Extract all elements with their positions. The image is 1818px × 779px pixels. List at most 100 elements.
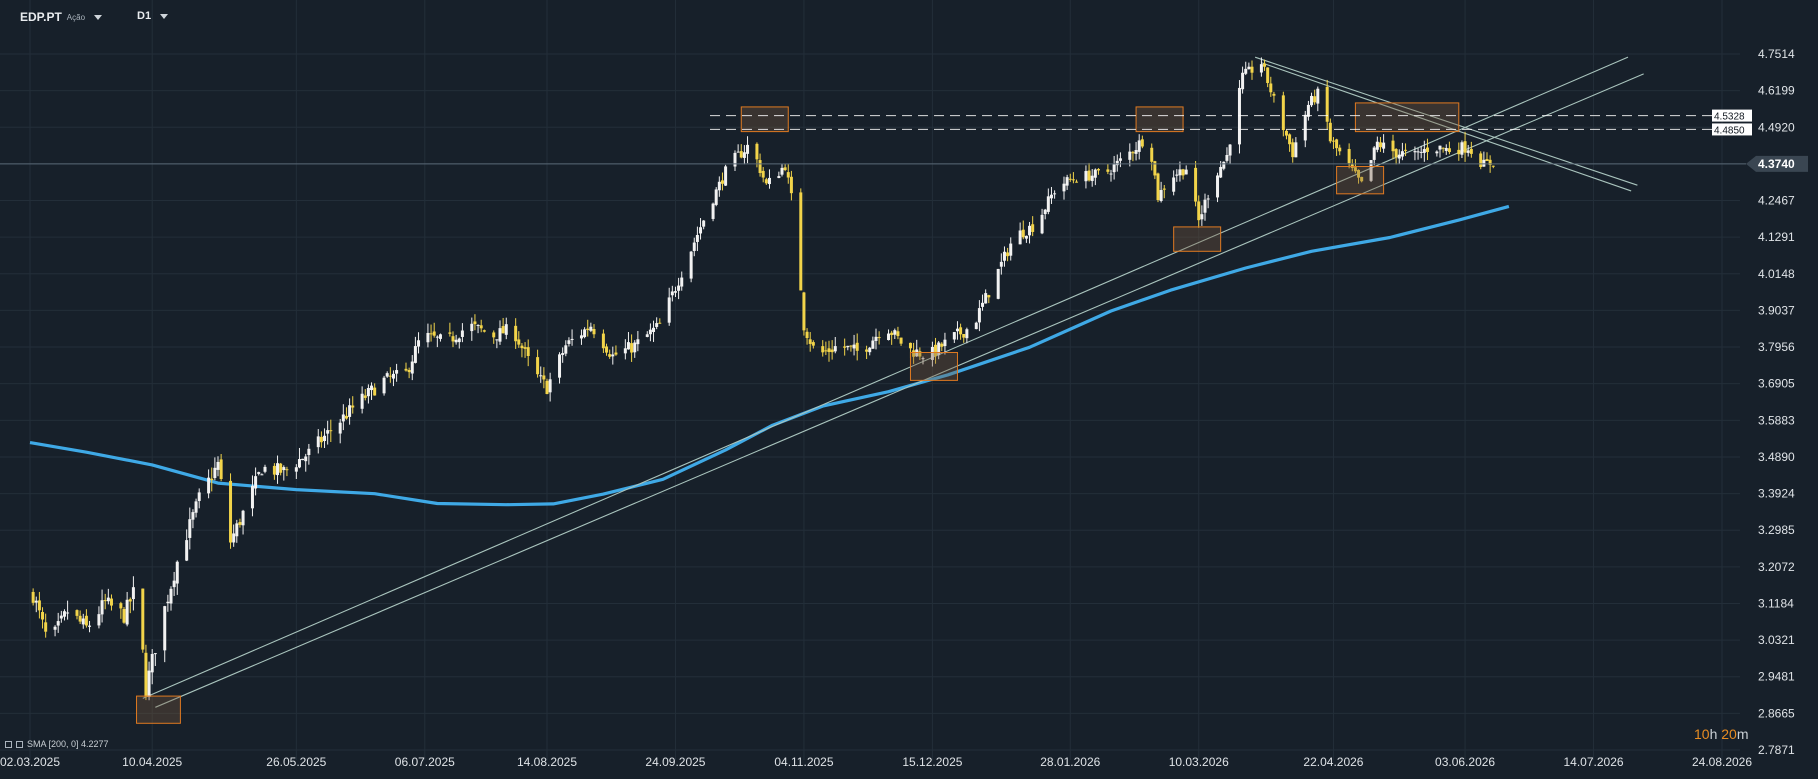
candle-body bbox=[470, 323, 474, 332]
candle-body bbox=[62, 611, 66, 617]
candle-body bbox=[125, 599, 129, 625]
x-tick-label: 06.07.2025 bbox=[395, 755, 455, 769]
candle-body bbox=[689, 251, 693, 279]
candle-body bbox=[175, 561, 179, 584]
candle-body bbox=[984, 293, 988, 304]
candle-body bbox=[767, 177, 771, 185]
asset-type-label: Ação bbox=[66, 12, 86, 22]
candle-body bbox=[583, 329, 587, 338]
candle-body bbox=[614, 352, 618, 355]
candle-body bbox=[699, 227, 703, 234]
candle-body bbox=[147, 670, 151, 698]
candle-body bbox=[370, 385, 374, 391]
candle-body bbox=[977, 308, 981, 323]
candle-body bbox=[197, 492, 201, 502]
candle-body bbox=[1488, 159, 1492, 165]
candle-body bbox=[1331, 140, 1335, 142]
candle-body bbox=[1310, 95, 1314, 106]
candle-body bbox=[1400, 151, 1404, 157]
candle-body bbox=[1065, 177, 1069, 186]
candle-body bbox=[692, 242, 696, 251]
candle-body bbox=[720, 180, 724, 184]
candle-body bbox=[611, 354, 615, 357]
candle-body bbox=[1281, 95, 1285, 131]
candle-body bbox=[1372, 147, 1376, 160]
candle-body bbox=[307, 448, 311, 456]
candle-body bbox=[1225, 155, 1229, 161]
candle-body bbox=[677, 285, 681, 291]
symbol-label: EDP.PT bbox=[20, 10, 62, 24]
candle-body bbox=[601, 333, 605, 349]
candle-body bbox=[1444, 147, 1448, 151]
candle-body bbox=[88, 625, 92, 627]
candle-body bbox=[930, 346, 934, 360]
candle-body bbox=[890, 332, 894, 336]
candle-body bbox=[959, 327, 963, 335]
candle-body bbox=[811, 342, 815, 346]
indicator-legend[interactable]: SMA [200, 0] 4.2277 bbox=[5, 739, 109, 749]
candle-body bbox=[623, 348, 627, 354]
candle-body bbox=[1093, 169, 1097, 178]
current-price-label: 4.3740 bbox=[1758, 157, 1795, 171]
candle-body bbox=[366, 388, 370, 397]
candle-body bbox=[1469, 148, 1473, 154]
candle-body bbox=[987, 295, 991, 298]
candle-body bbox=[962, 334, 966, 338]
candle-body bbox=[297, 459, 301, 468]
candle-body bbox=[1006, 252, 1010, 257]
candle-body bbox=[805, 331, 809, 339]
symbol-selector[interactable]: EDP.PT Ação bbox=[20, 10, 103, 24]
candle-body bbox=[122, 608, 126, 623]
candle-body bbox=[66, 612, 70, 614]
candle-body bbox=[131, 587, 135, 600]
candle-body bbox=[802, 292, 806, 331]
candle-body bbox=[44, 622, 48, 632]
indicator-visibility-icon[interactable] bbox=[16, 740, 23, 748]
candle-body bbox=[1316, 88, 1320, 104]
candle-body bbox=[1288, 134, 1292, 145]
chart-toolbar: EDP.PT Ação D1 bbox=[0, 0, 1818, 34]
candle-body bbox=[169, 588, 173, 604]
candle-body bbox=[429, 333, 433, 335]
candle-body bbox=[830, 349, 834, 353]
candle-body bbox=[1382, 142, 1386, 149]
y-tick-label: 4.2467 bbox=[1758, 194, 1795, 208]
candle-body bbox=[338, 422, 342, 434]
candle-body bbox=[523, 347, 527, 349]
candle-body bbox=[561, 353, 565, 355]
candle-body bbox=[1228, 144, 1232, 156]
zone-box bbox=[136, 695, 181, 724]
y-tick-label: 4.6199 bbox=[1758, 84, 1795, 98]
candle-body bbox=[263, 466, 267, 472]
candle-body bbox=[852, 344, 856, 349]
zone-box bbox=[1336, 165, 1385, 195]
candle-body bbox=[1294, 142, 1298, 158]
candle-countdown: 10h 20m bbox=[1694, 726, 1749, 742]
candle-body bbox=[34, 600, 38, 603]
candle-body bbox=[1357, 169, 1361, 178]
y-tick-label: 3.2985 bbox=[1758, 523, 1795, 537]
chevron-down-icon bbox=[160, 13, 169, 19]
candle-body bbox=[1347, 149, 1351, 164]
candle-body bbox=[1435, 151, 1439, 154]
candle-body bbox=[413, 346, 417, 363]
candle-body bbox=[1128, 151, 1132, 160]
interval-label: D1 bbox=[137, 10, 152, 22]
candle-body bbox=[717, 181, 721, 191]
candle-body bbox=[410, 361, 414, 374]
interval-selector[interactable]: D1 bbox=[137, 10, 169, 22]
y-tick-label: 3.4890 bbox=[1758, 450, 1795, 464]
indicator-settings-icon[interactable] bbox=[5, 740, 12, 748]
x-tick-label: 04.11.2025 bbox=[774, 755, 833, 769]
candle-body bbox=[645, 334, 649, 337]
candle-body bbox=[482, 330, 486, 332]
candle-body bbox=[229, 480, 233, 543]
candle-body bbox=[874, 336, 878, 341]
candle-body bbox=[1485, 159, 1489, 162]
candle-body bbox=[1447, 148, 1451, 153]
candle-body bbox=[758, 160, 762, 173]
y-tick-label: 3.9037 bbox=[1758, 303, 1795, 317]
y-tick-label: 3.7956 bbox=[1758, 340, 1795, 354]
candle-body bbox=[188, 519, 192, 538]
